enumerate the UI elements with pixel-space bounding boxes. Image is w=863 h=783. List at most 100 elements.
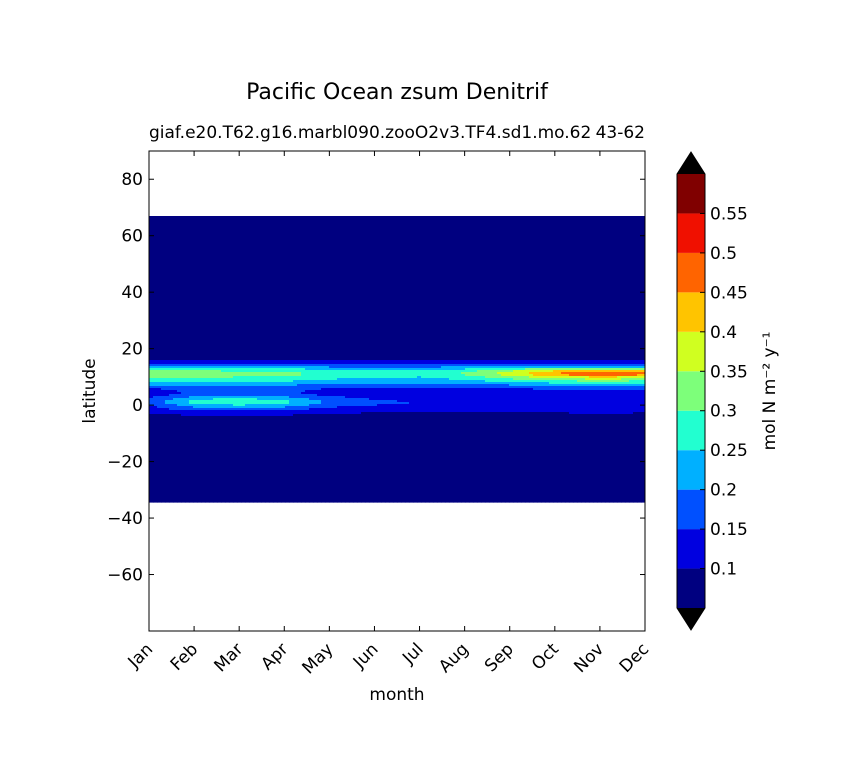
heatmap-cell [245,340,250,343]
heatmap-cell [213,222,218,225]
heatmap-cell [169,408,174,411]
heatmap-cell [197,332,202,335]
heatmap-cell [161,298,166,301]
heatmap-cell [173,398,178,401]
heatmap-cell [153,480,158,483]
heatmap-cell [153,458,158,461]
heatmap-cell [165,246,170,249]
heatmap-cell [237,458,242,461]
heatmap-cell [237,428,242,431]
heatmap-cell [233,228,238,231]
heatmap-cell [157,246,162,249]
heatmap-cell [169,236,174,239]
heatmap-cell [153,296,158,299]
heatmap-cell [229,406,234,409]
heatmap-cell [241,226,246,229]
heatmap-cell [233,436,238,439]
heatmap-cell [181,480,186,483]
heatmap-cell [161,470,166,473]
heatmap-cell [261,494,266,497]
heatmap-cell [197,368,202,371]
heatmap-cell [185,440,190,443]
heatmap-cell [173,256,178,259]
heatmap-cell [177,276,182,279]
heatmap-cell [233,346,238,349]
heatmap-cell [269,266,274,269]
heatmap-cell [193,460,198,463]
heatmap-cell [229,336,234,339]
heatmap-cell [165,378,170,381]
heatmap-cell [185,266,190,269]
heatmap-cell [257,256,262,259]
heatmap-cell [229,486,234,489]
heatmap-cell [153,256,158,259]
heatmap-cell [233,438,238,441]
heatmap-cell [153,408,158,411]
heatmap-cell [209,246,214,249]
heatmap-cell [249,258,254,261]
heatmap-cell [245,320,250,323]
heatmap-cell [245,268,250,271]
heatmap-cell [197,276,202,279]
heatmap-cell [153,360,158,363]
heatmap-cell [173,268,178,271]
heatmap-cell [161,372,166,375]
heatmap-cell [225,416,230,419]
heatmap-cell [225,228,230,231]
heatmap-cell [249,290,254,293]
heatmap-cell [197,310,202,313]
heatmap-cell [221,390,226,393]
heatmap-cell [241,490,246,493]
heatmap-cell [245,382,250,385]
heatmap-cell [157,328,162,331]
heatmap-cell [245,324,250,327]
heatmap-cell [221,484,226,487]
heatmap-cell [225,486,230,489]
heatmap-cell [193,442,198,445]
heatmap-cell [153,364,158,367]
heatmap-cell [209,244,214,247]
heatmap-cell [229,454,234,457]
heatmap-cell [245,472,250,475]
heatmap-cell [261,346,266,349]
heatmap-cell [189,346,194,349]
heatmap-cell [185,458,190,461]
heatmap-cell [265,360,270,363]
heatmap-cell [169,370,174,373]
heatmap-cell [189,328,194,331]
heatmap-cell [153,246,158,249]
heatmap-cell [197,492,202,495]
heatmap-cell [161,260,166,263]
heatmap-cell [189,474,194,477]
heatmap-cell [209,348,214,351]
heatmap-cell [225,446,230,449]
heatmap-cell [261,248,266,251]
heatmap-cell [213,280,218,283]
heatmap-cell [153,382,158,385]
heatmap-cell [157,340,162,343]
heatmap-cell [181,230,186,233]
heatmap-cell [181,464,186,467]
heatmap-cell [253,332,258,335]
heatmap-cell [217,352,222,355]
heatmap-cell [249,280,254,283]
heatmap-cell [169,240,174,243]
heatmap-cell [245,466,250,469]
heatmap-cell [185,216,190,219]
heatmap-cell [197,382,202,385]
heatmap-cell [213,488,218,491]
heatmap-cell [173,376,178,379]
heatmap-cell [237,480,242,483]
heatmap-cell [261,482,266,485]
heatmap-cell [177,304,182,307]
heatmap-cell [241,246,246,249]
heatmap-cell [181,232,186,235]
heatmap-cell [185,274,190,277]
heatmap-cell [157,372,162,375]
heatmap-cell [205,404,210,407]
heatmap-cell [201,416,206,419]
heatmap-cell [165,394,170,397]
heatmap-cell [165,466,170,469]
heatmap-cell [177,258,182,261]
heatmap-cell [189,484,194,487]
